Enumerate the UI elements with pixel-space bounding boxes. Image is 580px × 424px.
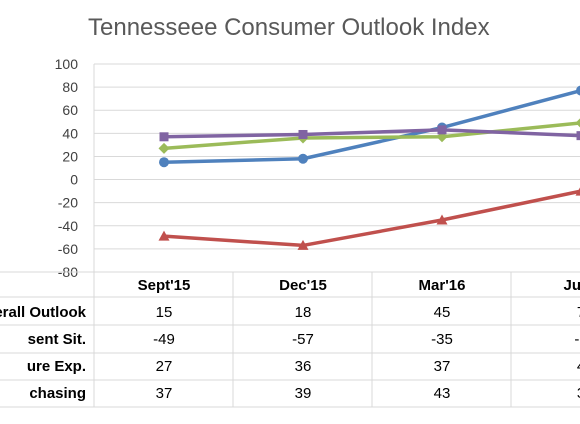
- data-point: [576, 85, 580, 96]
- data-point: [298, 129, 308, 139]
- y-tick-label: -20: [58, 195, 78, 211]
- data-point: [159, 132, 169, 142]
- series-lines: [162, 89, 580, 248]
- table-cell: 37: [156, 385, 173, 402]
- category-label: Mar'16: [419, 277, 466, 294]
- series-name: erall Outlook: [0, 304, 87, 321]
- y-tick-label: 20: [62, 148, 78, 164]
- table-cell: 3: [577, 385, 580, 402]
- series-name: chasing: [29, 385, 86, 402]
- data-point: [576, 131, 580, 141]
- data-point: [298, 153, 308, 164]
- table-cell: 27: [156, 358, 173, 375]
- series-name: sent Sit.: [28, 331, 86, 348]
- series-markers: [158, 85, 580, 250]
- table-cell: 43: [434, 385, 451, 402]
- table-cell: 37: [434, 358, 451, 375]
- table-cell: 7: [577, 304, 580, 321]
- y-tick-label: 80: [62, 79, 78, 95]
- data-point: [575, 118, 580, 128]
- table-cell: -57: [292, 331, 314, 348]
- data-point: [158, 142, 170, 154]
- series-line: [162, 189, 580, 248]
- y-tick-label: -60: [58, 241, 78, 257]
- table-cell: 4: [577, 358, 580, 375]
- category-label: June: [563, 277, 580, 294]
- table-cell: -1: [574, 331, 580, 348]
- chart-title: Tennesseee Consumer Outlook Index: [88, 14, 490, 41]
- series-line: [162, 121, 580, 151]
- data-point: [436, 214, 448, 225]
- data-point: [437, 125, 447, 135]
- table-cell: -35: [431, 331, 453, 348]
- data-point: [158, 230, 170, 241]
- data-point: [159, 157, 169, 168]
- category-label: Dec'15: [279, 277, 327, 294]
- table-cell: 45: [434, 304, 451, 321]
- series-line: [162, 128, 580, 139]
- y-tick-label: 40: [62, 125, 78, 141]
- y-tick-label: 0: [70, 172, 78, 188]
- table-cell: 36: [295, 358, 312, 375]
- series-line: [162, 89, 580, 164]
- data-table: Sept'15 Dec'15 Mar'16 June erall Outlook 15 18…: [0, 64, 580, 408]
- table-cell: -49: [153, 331, 175, 348]
- category-label: Sept'15: [138, 277, 191, 294]
- data-point: [575, 187, 580, 196]
- y-tick-label: -40: [58, 218, 78, 234]
- y-tick-label: 60: [62, 102, 78, 118]
- y-tick-label: 100: [55, 56, 79, 72]
- table-cell: 39: [295, 385, 312, 402]
- data-point: [297, 239, 309, 250]
- series-name: ure Exp.: [27, 358, 86, 375]
- table-cell: 18: [295, 304, 312, 321]
- table-cell: 15: [156, 304, 173, 321]
